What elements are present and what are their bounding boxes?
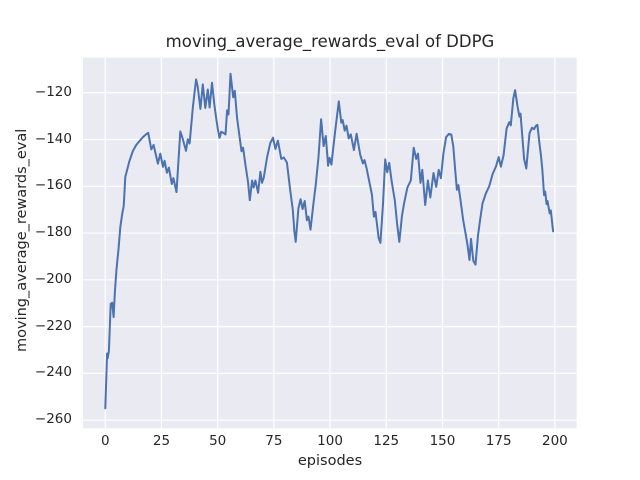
y-tick-label: −120 <box>34 83 72 100</box>
x-tick-label: 100 <box>317 433 343 449</box>
y-tick-label: −220 <box>34 317 72 334</box>
y-tick-label: −160 <box>34 177 72 194</box>
x-tick-label: 25 <box>152 433 171 449</box>
x-tick-label: 150 <box>429 433 456 449</box>
chart-title: moving_average_rewards_eval of DDPG <box>165 32 495 51</box>
y-tick-label: −240 <box>34 364 72 381</box>
y-tick-label: −260 <box>34 411 72 428</box>
y-tick-label: −180 <box>34 224 72 241</box>
x-axis-label: episodes <box>297 453 363 469</box>
grid-lines <box>83 57 577 429</box>
x-tick-label: 200 <box>542 433 568 449</box>
y-tick-label: −140 <box>34 130 72 147</box>
series-line <box>104 72 555 410</box>
x-tick-label: 175 <box>485 433 512 449</box>
x-tick-label: 0 <box>100 433 110 449</box>
y-tick-label: −200 <box>34 270 72 287</box>
x-tick-label: 75 <box>265 433 283 449</box>
x-tick-label: 125 <box>373 433 400 449</box>
x-tick-label: 50 <box>209 433 227 449</box>
